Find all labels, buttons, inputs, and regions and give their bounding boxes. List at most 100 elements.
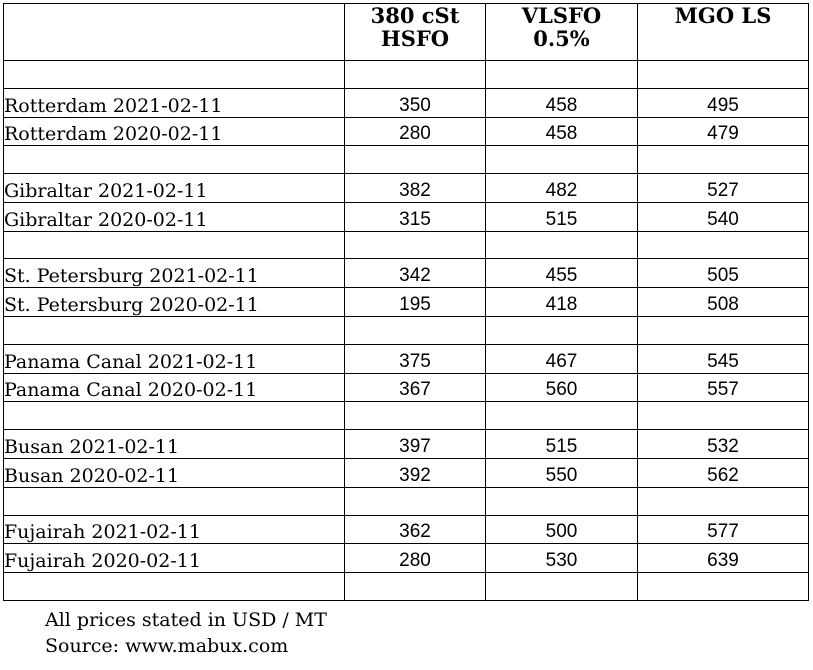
table-row: Panama Canal 2021-02-11 375 467 545	[3, 343, 809, 374]
vlsfo-price-cell: 515	[485, 201, 638, 232]
port-date-cell: St. Petersburg 2021-02-11	[3, 258, 345, 289]
empty-cell	[637, 401, 809, 431]
header-vlsfo: VLSFO 0.5%	[485, 3, 638, 61]
empty-cell	[485, 230, 638, 260]
empty-cell	[637, 316, 809, 345]
hsfo-price-cell: 382	[344, 173, 486, 203]
table-row: Panama Canal 2020-02-11 367 560 557	[3, 372, 809, 403]
empty-cell	[485, 145, 638, 175]
source-note: Source: www.mabux.com	[45, 635, 289, 657]
port-date-cell: Busan 2020-02-11	[3, 458, 345, 488]
vlsfo-price-cell: 560	[485, 372, 638, 403]
empty-cell	[485, 486, 638, 516]
vlsfo-price-cell: 458	[485, 116, 638, 147]
table-row: St. Petersburg 2021-02-11 342 455 505	[3, 258, 809, 289]
table-body: Rotterdam 2021-02-11 350 458 495 Rotterdam 2…	[3, 60, 809, 601]
empty-cell	[485, 316, 638, 345]
empty-cell	[344, 60, 486, 89]
blank-row	[3, 486, 809, 516]
table-row: Rotterdam 2020-02-11 280 458 479	[3, 116, 809, 147]
empty-cell	[344, 316, 486, 345]
hsfo-price-cell: 195	[344, 287, 486, 318]
empty-cell	[3, 230, 345, 260]
vlsfo-price-cell: 418	[485, 287, 638, 318]
empty-cell	[637, 486, 809, 516]
header-mgo: MGO LS	[637, 3, 809, 61]
hsfo-price-cell: 280	[344, 116, 486, 147]
vlsfo-price-cell: 530	[485, 543, 638, 574]
mgo-price-cell: 532	[637, 429, 809, 459]
port-date-cell: Busan 2021-02-11	[3, 429, 345, 459]
empty-cell	[344, 572, 486, 601]
mgo-price-cell: 527	[637, 173, 809, 203]
empty-cell	[485, 572, 638, 601]
hsfo-price-cell: 392	[344, 458, 486, 488]
blank-row	[3, 401, 809, 431]
hsfo-price-cell: 367	[344, 372, 486, 403]
hsfo-price-cell: 397	[344, 429, 486, 459]
table-row: St. Petersburg 2020-02-11 195 418 508	[3, 287, 809, 318]
table-row: Fujairah 2020-02-11 280 530 639	[3, 543, 809, 574]
hsfo-price-cell: 375	[344, 343, 486, 374]
bunker-price-table: 380 cSt HSFO VLSFO 0.5% MGO LS Rotterdam 2…	[3, 3, 809, 601]
empty-cell	[344, 486, 486, 516]
port-date-cell: Fujairah 2021-02-11	[3, 514, 345, 545]
vlsfo-price-cell: 458	[485, 87, 638, 118]
hsfo-price-cell: 342	[344, 258, 486, 289]
port-date-cell: Gibraltar 2021-02-11	[3, 173, 345, 203]
empty-cell	[3, 486, 345, 516]
hsfo-price-cell: 315	[344, 201, 486, 232]
empty-cell	[3, 572, 345, 601]
header-row: 380 cSt HSFO VLSFO 0.5% MGO LS	[3, 3, 809, 61]
port-date-cell: Panama Canal 2021-02-11	[3, 343, 345, 374]
empty-cell	[3, 316, 345, 345]
mgo-price-cell: 545	[637, 343, 809, 374]
table-row: Busan 2021-02-11 397 515 532	[3, 429, 809, 459]
port-date-cell: Panama Canal 2020-02-11	[3, 372, 345, 403]
empty-cell	[344, 230, 486, 260]
empty-cell	[485, 60, 638, 89]
table-row: Gibraltar 2021-02-11 382 482 527	[3, 173, 809, 203]
vlsfo-price-cell: 455	[485, 258, 638, 289]
table-row: Fujairah 2021-02-11 362 500 577	[3, 514, 809, 545]
port-date-cell: Fujairah 2020-02-11	[3, 543, 345, 574]
port-date-cell: Rotterdam 2021-02-11	[3, 87, 345, 118]
port-date-cell: Gibraltar 2020-02-11	[3, 201, 345, 232]
vlsfo-price-cell: 515	[485, 429, 638, 459]
price-unit-note: All prices stated in USD / MT	[45, 609, 327, 631]
empty-cell	[3, 145, 345, 175]
empty-cell	[344, 145, 486, 175]
empty-cell	[344, 401, 486, 431]
mgo-price-cell: 639	[637, 543, 809, 574]
header-hsfo: 380 cSt HSFO	[344, 3, 486, 61]
empty-cell	[637, 145, 809, 175]
empty-cell	[637, 572, 809, 601]
table-row: Rotterdam 2021-02-11 350 458 495	[3, 87, 809, 118]
vlsfo-price-cell: 550	[485, 458, 638, 488]
empty-cell	[3, 60, 345, 89]
blank-row	[3, 145, 809, 175]
mgo-price-cell: 505	[637, 258, 809, 289]
mgo-price-cell: 562	[637, 458, 809, 488]
empty-cell	[637, 60, 809, 89]
mgo-price-cell: 495	[637, 87, 809, 118]
vlsfo-price-cell: 500	[485, 514, 638, 545]
table-row: Busan 2020-02-11 392 550 562	[3, 458, 809, 488]
header-port	[3, 3, 345, 61]
mgo-price-cell: 577	[637, 514, 809, 545]
vlsfo-price-cell: 482	[485, 173, 638, 203]
port-date-cell: Rotterdam 2020-02-11	[3, 116, 345, 147]
mgo-price-cell: 479	[637, 116, 809, 147]
mgo-price-cell: 540	[637, 201, 809, 232]
hsfo-price-cell: 350	[344, 87, 486, 118]
mgo-price-cell: 557	[637, 372, 809, 403]
blank-row	[3, 316, 809, 345]
hsfo-price-cell: 280	[344, 543, 486, 574]
table-row: Gibraltar 2020-02-11 315 515 540	[3, 201, 809, 232]
hsfo-price-cell: 362	[344, 514, 486, 545]
port-date-cell: St. Petersburg 2020-02-11	[3, 287, 345, 318]
empty-cell	[637, 230, 809, 260]
empty-cell	[3, 401, 345, 431]
empty-cell	[485, 401, 638, 431]
blank-row	[3, 230, 809, 260]
